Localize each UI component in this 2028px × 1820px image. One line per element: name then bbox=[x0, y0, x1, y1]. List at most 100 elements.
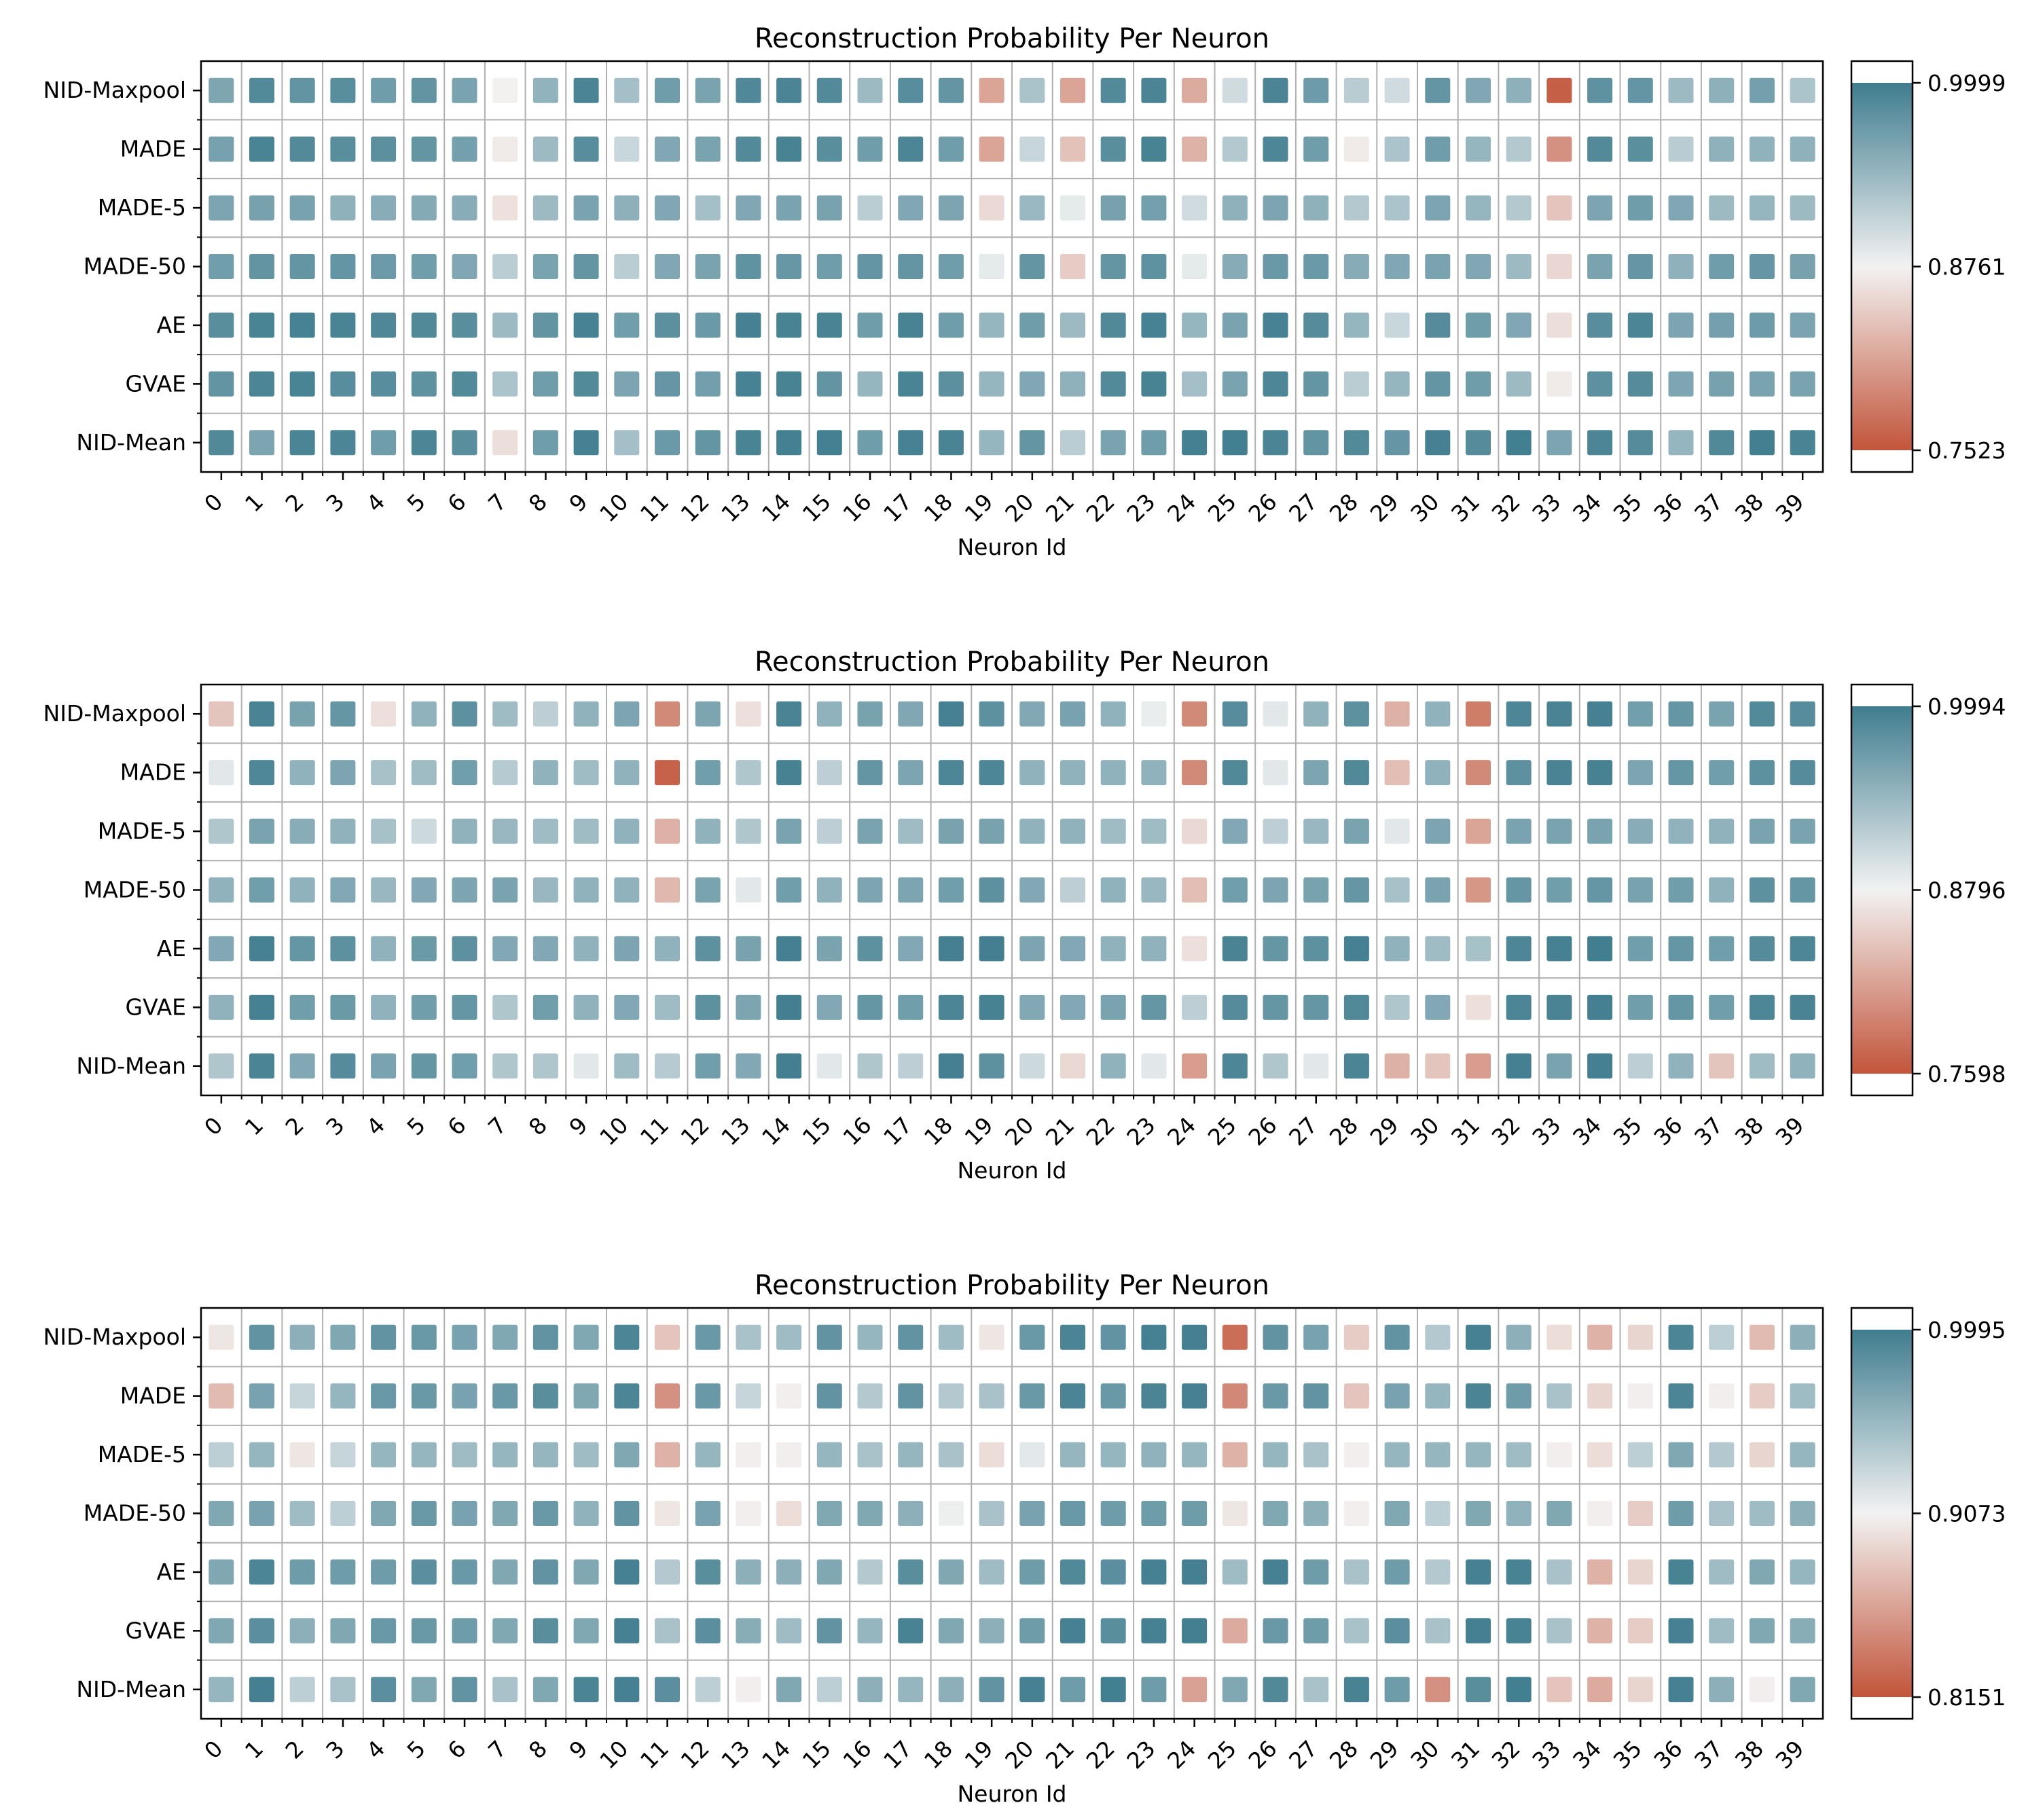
heatmap-cell bbox=[1466, 1559, 1491, 1585]
heatmap-cell bbox=[1222, 994, 1248, 1020]
heatmap-cell bbox=[1100, 994, 1126, 1020]
x-tick-label: 17 bbox=[878, 1735, 917, 1774]
x-tick-label: 34 bbox=[1568, 1112, 1606, 1150]
heatmap-cell bbox=[938, 1559, 964, 1585]
heatmap-cell bbox=[736, 1053, 761, 1079]
heatmap-cell bbox=[411, 1501, 437, 1526]
heatmap-cell bbox=[492, 994, 518, 1020]
heatmap-cell bbox=[938, 701, 964, 727]
heatmap-cell bbox=[1303, 254, 1329, 279]
heatmap-cell bbox=[1303, 994, 1329, 1020]
heatmap-cell bbox=[1222, 877, 1248, 903]
heatmap-cell bbox=[573, 254, 599, 279]
heatmap-cell bbox=[1466, 1053, 1491, 1079]
colorbar-fill bbox=[1851, 706, 1913, 1074]
x-tick-label: 18 bbox=[919, 1112, 958, 1150]
heatmap-cell bbox=[898, 818, 924, 844]
heatmap-cell bbox=[330, 136, 356, 162]
heatmap-cell bbox=[695, 1618, 721, 1643]
heatmap-cell bbox=[1384, 994, 1410, 1020]
x-tick-label: 33 bbox=[1527, 1112, 1565, 1150]
heatmap-cell bbox=[736, 1677, 761, 1703]
heatmap-cell bbox=[209, 1324, 234, 1350]
heatmap-cell bbox=[1668, 1618, 1694, 1643]
heatmap-cell bbox=[452, 760, 477, 786]
x-tick-label: 21 bbox=[1040, 488, 1079, 527]
heatmap-cell bbox=[411, 371, 437, 397]
heatmap-cell bbox=[1587, 77, 1613, 103]
heatmap-cell bbox=[249, 760, 274, 786]
heatmap-cell bbox=[1546, 994, 1572, 1020]
heatmap-cell bbox=[938, 936, 964, 962]
heatmap-cell bbox=[492, 1501, 518, 1526]
heatmap-cell bbox=[209, 701, 234, 727]
heatmap-cell bbox=[532, 371, 558, 397]
heatmap-cell bbox=[1587, 371, 1613, 397]
heatmap-cell bbox=[249, 936, 274, 962]
heatmap-cell bbox=[979, 701, 1004, 727]
heatmap-cell bbox=[1263, 371, 1288, 397]
heatmap-cell bbox=[614, 818, 640, 844]
x-tick-label: 2 bbox=[280, 488, 308, 517]
heatmap-cell bbox=[289, 136, 315, 162]
heatmap-cell bbox=[1749, 1442, 1775, 1468]
heatmap-cell bbox=[614, 77, 640, 103]
x-tick-label: 24 bbox=[1162, 1735, 1201, 1774]
heatmap-cell bbox=[1182, 136, 1208, 162]
heatmap-cell bbox=[1506, 1324, 1532, 1350]
heatmap-cell bbox=[249, 195, 274, 221]
heatmap-cell bbox=[1384, 1324, 1410, 1350]
heatmap-cell bbox=[411, 1324, 437, 1350]
heatmap-cell bbox=[532, 1618, 558, 1643]
heatmap-cell bbox=[1627, 254, 1653, 279]
heatmap-cell bbox=[1627, 1559, 1653, 1585]
heatmap-cell bbox=[492, 1442, 518, 1468]
heatmap-cell bbox=[695, 877, 721, 903]
heatmap-cell bbox=[979, 760, 1004, 786]
heatmap-cell bbox=[411, 877, 437, 903]
heatmap-cell bbox=[1222, 1618, 1248, 1643]
heatmap-panel-3: Reconstruction Probability Per Neuron NID… bbox=[43, 1270, 2006, 1807]
heatmap-cell bbox=[736, 136, 761, 162]
heatmap-cell bbox=[1506, 254, 1532, 279]
heatmap-cell bbox=[1263, 936, 1288, 962]
x-tick-label: 36 bbox=[1648, 1735, 1687, 1774]
heatmap-cell bbox=[1425, 371, 1451, 397]
heatmap-cell bbox=[1182, 371, 1208, 397]
heatmap-cell bbox=[1303, 1677, 1329, 1703]
heatmap-cell bbox=[736, 1501, 761, 1526]
heatmap-cell bbox=[614, 1677, 640, 1703]
heatmap-cell bbox=[776, 1053, 802, 1079]
heatmap-cell bbox=[614, 195, 640, 221]
heatmap-cell bbox=[1749, 254, 1775, 279]
x-tick-label: 8 bbox=[524, 488, 552, 517]
heatmap-cell bbox=[1303, 760, 1329, 786]
heatmap-cell bbox=[1060, 254, 1085, 279]
heatmap-cell bbox=[1303, 818, 1329, 844]
heatmap-cell bbox=[614, 136, 640, 162]
heatmap-cell bbox=[1060, 312, 1085, 338]
x-tick-label: 23 bbox=[1121, 1735, 1160, 1774]
heatmap-cell bbox=[1709, 760, 1735, 786]
colorbar-fill bbox=[1851, 83, 1913, 450]
heatmap-cell bbox=[1222, 136, 1248, 162]
heatmap-cell bbox=[1222, 1053, 1248, 1079]
heatmap-panel-1: Reconstruction Probability Per Neuron NID… bbox=[43, 23, 2006, 560]
colorbar-tick-label: 0.8151 bbox=[1927, 1684, 2006, 1711]
heatmap-cell bbox=[532, 1324, 558, 1350]
heatmap-cell bbox=[857, 371, 883, 397]
heatmap-cell bbox=[1627, 1618, 1653, 1643]
heatmap-cell bbox=[1587, 430, 1613, 456]
heatmap-cell bbox=[330, 1677, 356, 1703]
heatmap-cell bbox=[655, 760, 680, 786]
heatmap-cell bbox=[1343, 1442, 1369, 1468]
heatmap-cell bbox=[1384, 701, 1410, 727]
heatmap-cell bbox=[1587, 1324, 1613, 1350]
heatmap-cell bbox=[1019, 312, 1045, 338]
heatmap-cell bbox=[1060, 701, 1085, 727]
heatmap-cell bbox=[1182, 430, 1208, 456]
x-tick-label: 23 bbox=[1121, 488, 1160, 527]
heatmap-cell bbox=[573, 701, 599, 727]
heatmap-cell bbox=[289, 936, 315, 962]
heatmap-cell bbox=[776, 77, 802, 103]
